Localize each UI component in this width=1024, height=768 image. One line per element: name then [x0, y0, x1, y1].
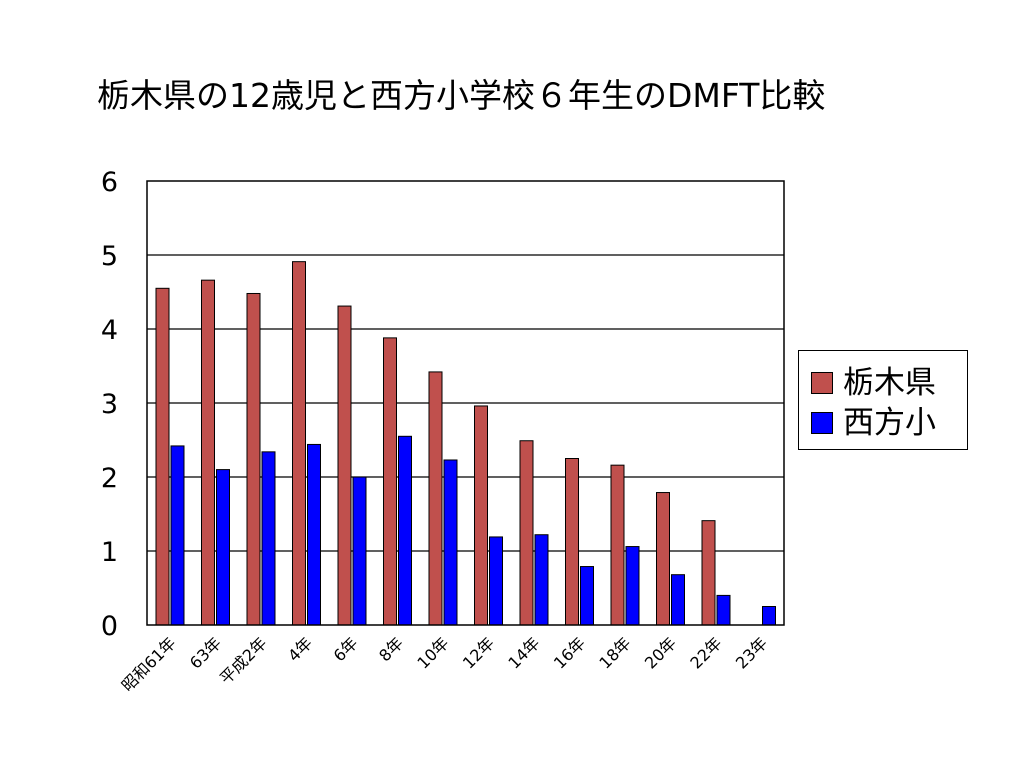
- legend-swatch-nishikata: [811, 412, 833, 434]
- bar-tochigi-8: [519, 440, 534, 626]
- legend: 栃木県 西方小: [798, 350, 968, 450]
- x-tick-label: 10年: [413, 633, 452, 672]
- bar-nishikata-0: [170, 445, 185, 626]
- y-tick-label: 5: [101, 241, 118, 272]
- x-tick-label: 23年: [732, 633, 771, 672]
- bar-tochigi-6: [428, 371, 443, 626]
- x-tick-label: 63年: [186, 633, 225, 672]
- y-tick-label: 6: [101, 167, 118, 198]
- y-tick-label: 1: [101, 537, 118, 568]
- x-tick-label: 22年: [686, 633, 725, 672]
- bar-nishikata-12: [716, 594, 731, 626]
- bar-tochigi-5: [383, 337, 397, 626]
- bar-nishikata-1: [216, 469, 230, 626]
- y-tick-label: 0: [101, 611, 118, 642]
- x-tick-label: 20年: [641, 633, 680, 672]
- bar-nishikata-2: [261, 451, 276, 626]
- bar-tochigi-0: [155, 287, 170, 626]
- x-tick-label: 平成2年: [216, 633, 271, 688]
- bar-tochigi-7: [474, 405, 488, 626]
- bar-nishikata-7: [489, 536, 503, 626]
- bar-nishikata-5: [398, 435, 412, 626]
- bar-nishikata-11: [671, 574, 685, 626]
- x-tick-label: 14年: [504, 633, 543, 672]
- bar-nishikata-6: [443, 459, 458, 626]
- x-tick-label: 16年: [550, 633, 589, 672]
- y-tick-label: 2: [101, 463, 118, 494]
- bar-tochigi-10: [610, 464, 625, 626]
- x-tick-label: 昭和61年: [118, 633, 180, 695]
- x-tick-label: 18年: [595, 633, 634, 672]
- bar-tochigi-11: [656, 492, 670, 626]
- y-tick-label: 3: [101, 389, 118, 420]
- x-tick-label: 8年: [375, 633, 407, 665]
- y-tick-label: 4: [101, 315, 118, 346]
- bars: [155, 261, 776, 626]
- x-tick-label: 6年: [330, 633, 362, 665]
- bar-nishikata-3: [307, 443, 321, 626]
- bar-nishikata-10: [625, 546, 640, 626]
- legend-swatch-tochigi: [811, 372, 833, 394]
- y-axis-ticks: 0 1 2 3 4 5 6: [101, 167, 118, 642]
- bar-nishikata-4: [352, 476, 367, 626]
- gridlines: [147, 254, 784, 552]
- bar-nishikata-8: [534, 534, 549, 626]
- legend-item-tochigi: 栃木県: [811, 363, 936, 403]
- x-tick-label: 4年: [284, 633, 316, 665]
- bar-tochigi-4: [337, 305, 352, 626]
- bar-tochigi-3: [292, 261, 306, 626]
- x-tick-label: 12年: [459, 633, 498, 672]
- plot-area-frame: [146, 180, 785, 626]
- chart-title: 栃木県の12歳児と西方小学校６年生のDMFT比較: [97, 76, 826, 115]
- bar-tochigi-12: [701, 520, 716, 626]
- bar-nishikata-9: [580, 566, 594, 626]
- legend-item-nishikata: 西方小: [811, 403, 936, 443]
- legend-label-tochigi: 栃木県: [843, 365, 936, 401]
- legend-label-nishikata: 西方小: [843, 405, 936, 441]
- bar-tochigi-2: [246, 292, 261, 626]
- bar-tochigi-9: [565, 458, 579, 626]
- bar-nishikata-13: [762, 606, 776, 626]
- bar-tochigi-1: [201, 279, 215, 626]
